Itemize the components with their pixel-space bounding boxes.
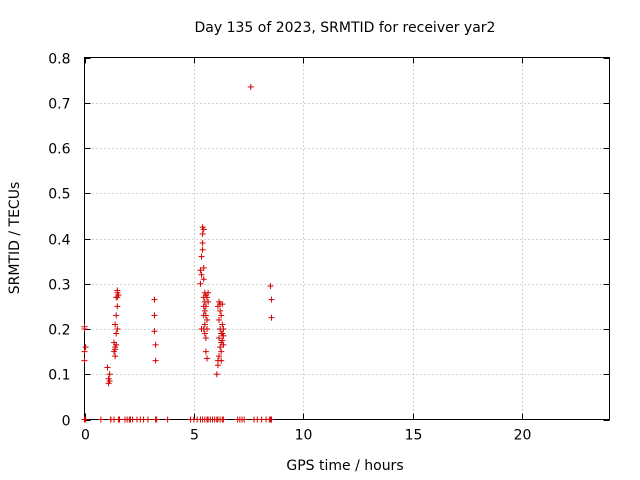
data-point — [151, 328, 158, 335]
y-tick-label: 0 — [62, 414, 71, 430]
data-point — [114, 303, 121, 310]
data-point — [116, 416, 123, 423]
data-point — [217, 344, 224, 351]
y-tick-label: 0.1 — [48, 368, 70, 384]
data-point — [220, 332, 227, 339]
data-point — [218, 312, 225, 319]
data-point — [81, 323, 88, 330]
plot-frame — [84, 57, 610, 420]
y-tick-label: 0.4 — [48, 233, 70, 249]
data-point — [82, 344, 89, 351]
data-points — [81, 83, 275, 423]
data-point — [202, 312, 209, 319]
data-point — [113, 330, 120, 337]
axis-ticks — [84, 57, 610, 421]
data-point — [152, 341, 159, 348]
data-point — [113, 341, 120, 348]
data-point — [200, 264, 207, 271]
data-point — [106, 371, 113, 378]
x-tick-label: 0 — [81, 428, 90, 444]
grid-lines — [84, 57, 610, 420]
data-point — [106, 378, 113, 385]
y-tick-label: 0.7 — [48, 97, 70, 113]
data-point — [151, 296, 158, 303]
data-point — [199, 240, 206, 247]
data-point — [114, 287, 121, 294]
x-axis-label: GPS time / hours — [286, 458, 403, 474]
data-point — [153, 416, 160, 423]
data-point — [200, 226, 207, 233]
tick-labels: 0 5 10 15 20 0 0.1 0.2 0.3 0.4 0.5 0.6 0.7 0.8 — [48, 52, 531, 444]
data-point — [219, 337, 226, 344]
data-point — [205, 289, 212, 296]
data-point — [197, 280, 204, 287]
data-point — [268, 314, 275, 321]
data-point — [204, 316, 210, 323]
data-point — [144, 416, 151, 423]
data-point — [267, 283, 274, 290]
data-point — [202, 348, 209, 355]
data-point — [97, 416, 104, 423]
y-tick-label: 0.6 — [48, 142, 70, 158]
data-point — [218, 348, 225, 355]
data-point — [199, 246, 206, 253]
data-point — [104, 364, 111, 371]
y-tick-label: 0.2 — [48, 323, 70, 339]
data-point — [268, 296, 275, 303]
data-point — [201, 321, 208, 328]
x-tick-label: 20 — [514, 428, 532, 444]
data-point — [219, 301, 226, 308]
data-point — [202, 303, 209, 310]
data-point — [220, 341, 227, 348]
y-axis-label: SRMTID / TECUs — [7, 182, 23, 295]
data-point — [82, 416, 89, 423]
data-point — [81, 348, 88, 355]
data-point — [219, 321, 226, 328]
data-point — [81, 357, 88, 364]
data-point — [112, 321, 119, 328]
data-point — [216, 316, 223, 323]
data-point — [218, 357, 225, 364]
data-point — [114, 326, 121, 332]
data-point — [241, 416, 248, 423]
y-tick-label: 0.5 — [48, 187, 70, 203]
data-point — [205, 298, 212, 305]
data-point — [204, 326, 210, 332]
data-point — [216, 335, 223, 342]
data-point — [213, 371, 220, 378]
y-tick-label: 0.3 — [48, 278, 70, 294]
data-point — [113, 312, 120, 319]
data-point — [115, 292, 122, 299]
x-tick-label: 15 — [405, 428, 423, 444]
data-point — [216, 353, 223, 360]
chart-title: Day 135 of 2023, SRMTID for receiver yar… — [195, 20, 496, 36]
data-point — [198, 253, 205, 260]
data-point — [204, 294, 210, 301]
data-point — [112, 353, 119, 360]
x-tick-label: 5 — [190, 428, 199, 444]
data-point — [268, 416, 275, 423]
data-point — [200, 276, 207, 283]
data-point — [220, 416, 227, 423]
x-tick-label: 10 — [295, 428, 313, 444]
data-point — [198, 271, 205, 278]
data-point — [220, 326, 227, 332]
data-point — [201, 330, 208, 337]
data-point — [202, 335, 209, 342]
data-point — [204, 355, 210, 362]
data-point — [214, 362, 221, 369]
data-point — [199, 230, 206, 237]
data-point — [201, 307, 208, 314]
y-tick-label: 0.8 — [48, 52, 70, 68]
data-point — [217, 307, 224, 314]
data-point — [197, 267, 204, 274]
data-point — [152, 357, 159, 364]
data-point — [151, 312, 158, 319]
data-point — [247, 83, 254, 90]
data-point — [164, 416, 171, 423]
